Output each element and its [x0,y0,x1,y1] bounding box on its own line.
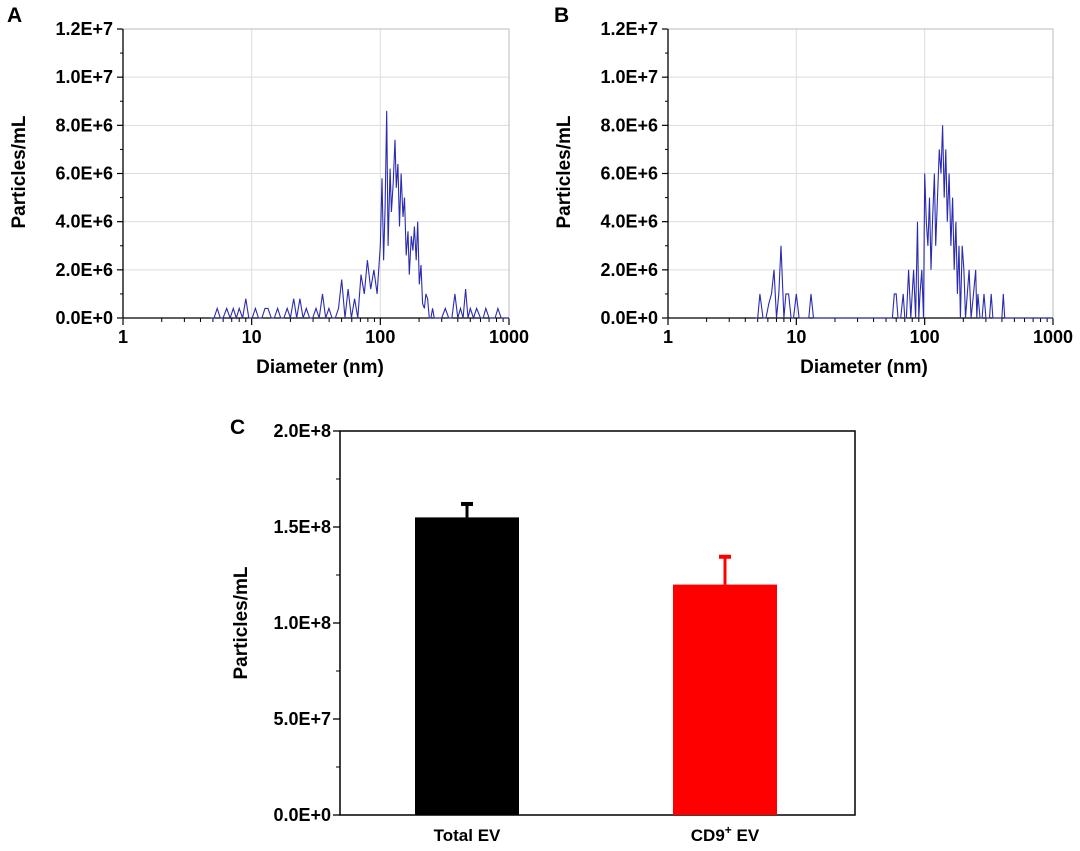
panel-b-y-tick-label: 1.0E+7 [600,67,658,87]
panel-c-y-tick-label: 1.0E+8 [273,613,331,633]
panel-c-bar-2 [673,584,777,815]
panel-a-y-tick-label: 1.2E+7 [55,19,113,39]
panel-c-y-tick-label: 1.5E+8 [273,517,331,537]
panel-a-y-axis-title: Particles/mL [9,115,30,228]
panel-letter-a: A [7,4,22,27]
panel-a-y-tick-label: 8.0E+6 [55,115,113,135]
panel-a-x-axis-title: Diameter (nm) [256,357,384,378]
panel-c-y-tick-label: 2.0E+8 [273,421,331,441]
panel-a-y-tick-label: 2.0E+6 [55,260,113,280]
panel-b-y-axis-title: Particles/mL [554,115,575,228]
panel-b-y-tick-label: 0.0E+0 [600,308,658,328]
panel-b-series-line [755,125,1053,319]
panel-letter-b: B [554,4,569,27]
panel-c-bar-1 [415,517,519,815]
panel-b-y-tick-label: 6.0E+6 [600,164,658,184]
panel-a-x-tick-label: 1 [118,327,128,347]
panel-a-x-tick-label: 10 [242,327,262,347]
panel-b-x-tick-label: 1000 [1033,327,1073,347]
panel-c-category-label-1: Total EV [434,826,501,845]
panel-b-x-tick-label: 1 [663,327,673,347]
panel-b-y-tick-label: 4.0E+6 [600,212,658,232]
panel-c-y-tick-label: 0.0E+0 [273,805,331,825]
panel-b-y-tick-label: 1.2E+7 [600,19,658,39]
category-label-superscript: + [725,823,732,837]
panel-b-y-tick-label: 8.0E+6 [600,115,658,135]
panel-b-x-tick-label: 100 [910,327,940,347]
category-label-text: Total EV [434,826,501,845]
panel-b-x-axis-title: Diameter (nm) [800,357,928,378]
panel-b-x-tick-label: 10 [786,327,806,347]
category-label-suffix: EV [732,826,760,845]
panel-a-y-tick-label: 1.0E+7 [55,67,113,87]
panel-letter-c: C [230,416,245,439]
panel-a-y-tick-label: 0.0E+0 [55,308,113,328]
panel-c-y-axis-title: Particles/mL [231,566,252,679]
panel-c-category-label-2: CD9+ EV [691,823,760,845]
panel-a-x-tick-label: 1000 [489,327,529,347]
category-label-text: CD9 [691,826,725,845]
panel-a-series-line [210,110,509,320]
panel-a-y-tick-label: 6.0E+6 [55,164,113,184]
panel-a-x-tick-label: 100 [365,327,395,347]
panel-b: B Particles/mL Diameter (nm) 0.0E+0 2.0E+… [554,4,1073,378]
panel-a: A Particles/mL Diameter (nm) 0.0E+0 2.0E+… [7,4,529,378]
panel-b-y-tick-label: 2.0E+6 [600,260,658,280]
panel-a-y-tick-label: 4.0E+6 [55,212,113,232]
panel-c: C Particles/mL 0.0E+0 5.0E+7 1.0E+8 1.5E+8 2… [230,416,856,845]
panel-c-y-tick-label: 5.0E+7 [273,709,331,729]
